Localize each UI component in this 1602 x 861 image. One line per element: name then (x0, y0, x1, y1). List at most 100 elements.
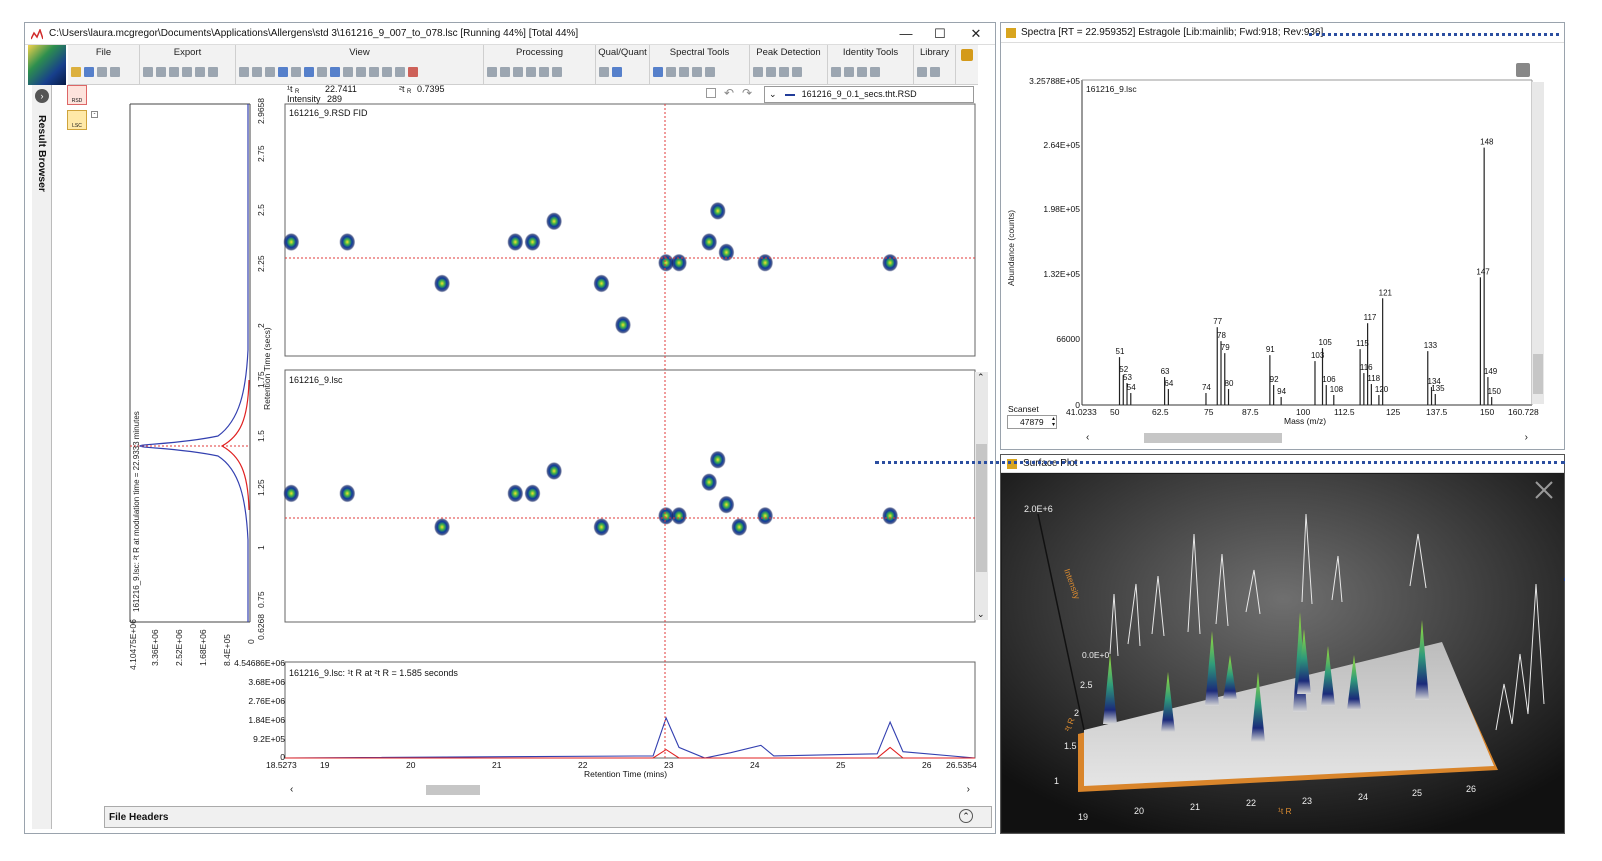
axes-icon[interactable] (291, 67, 301, 77)
maximize-button[interactable]: ☐ (934, 26, 946, 41)
export-icon[interactable] (169, 67, 179, 77)
anchor-icon[interactable] (356, 67, 366, 77)
peak-blob (718, 495, 735, 514)
redo-icon[interactable]: ↷ (742, 86, 753, 100)
expand-icon[interactable]: › (35, 89, 49, 103)
export-icon[interactable] (1516, 63, 1530, 77)
main-hscroll[interactable]: ‹ › (288, 784, 974, 796)
spectrum-hscroll[interactable]: ‹ › (1084, 432, 1532, 444)
spectrum-icon[interactable] (705, 67, 715, 77)
scanset-input[interactable]: 47879 ▴ ▾ (1007, 415, 1057, 429)
ribbon-group-label: Qual/Quant (598, 47, 647, 58)
main-plots[interactable] (100, 100, 1000, 800)
export-icon[interactable] (143, 67, 153, 77)
scroll-right-icon[interactable]: › (966, 784, 970, 795)
peak-icon[interactable] (753, 67, 763, 77)
save-icon[interactable] (84, 67, 94, 77)
spectrum-icon[interactable] (679, 67, 689, 77)
z-zero-label: 0.0E+0 (1082, 650, 1109, 660)
close-button[interactable]: ✕ (970, 26, 982, 41)
peak-label: 79 (1221, 343, 1230, 352)
spectra-window: Spectra [RT = 22.959352] Estragole [Lib:… (1000, 22, 1565, 450)
t1-value: 22.7411 (325, 84, 357, 94)
result-browser-label[interactable]: Result Browser (36, 115, 48, 193)
surface-plot[interactable]: 2.0E+6 0.0E+0 Intensity 2.5 2 1.5 1 ²t R… (1002, 474, 1564, 832)
pointer-icon[interactable] (252, 67, 262, 77)
y-tick: 1.84E+06 (248, 715, 285, 725)
zoom-out-icon[interactable] (343, 67, 353, 77)
pan-icon[interactable] (265, 67, 275, 77)
spectrum-icon[interactable] (653, 67, 663, 77)
colors-icon[interactable] (408, 67, 418, 77)
process-icon[interactable] (539, 67, 549, 77)
peak-label: 150 (1488, 387, 1502, 396)
export-icon[interactable] (182, 67, 192, 77)
process-icon[interactable] (552, 67, 562, 77)
library-icon[interactable] (917, 67, 927, 77)
quant-icon[interactable] (599, 67, 609, 77)
scroll-left-icon[interactable]: ‹ (290, 784, 294, 795)
x-tick: 137.5 (1426, 407, 1448, 417)
dataset-select[interactable]: ⌄ 161216_9_0.1_secs.tht.RSD (764, 86, 974, 103)
scroll-thumb[interactable] (976, 444, 987, 572)
contour-icon[interactable] (278, 67, 288, 77)
lock-icon[interactable] (961, 49, 973, 61)
identity-icon[interactable] (844, 67, 854, 77)
spinner-icon[interactable]: ▴ ▾ (1051, 416, 1055, 428)
identity-icon[interactable] (857, 67, 867, 77)
process-icon[interactable] (513, 67, 523, 77)
identity-icon[interactable] (831, 67, 841, 77)
chart-icon[interactable] (330, 67, 340, 77)
minimize-button[interactable]: — (899, 26, 913, 41)
scroll-thumb[interactable] (1144, 433, 1282, 443)
peak-blob (757, 253, 774, 272)
tools-icon[interactable] (97, 67, 107, 77)
peak-icon[interactable] (766, 67, 776, 77)
peak-blob (524, 484, 541, 503)
scroll-left-icon[interactable]: ‹ (1086, 432, 1090, 443)
spectrum-vscroll[interactable] (1532, 82, 1544, 404)
collapse-icon[interactable]: - (91, 111, 98, 118)
table-icon[interactable] (382, 67, 392, 77)
process-icon[interactable] (500, 67, 510, 77)
link-icon[interactable] (395, 67, 405, 77)
new-icon[interactable] (110, 67, 120, 77)
open-icon[interactable] (71, 67, 81, 77)
undo-icon[interactable]: ↶ (724, 86, 735, 100)
rsd-file-button[interactable]: RSD (67, 85, 87, 105)
scroll-thumb[interactable] (1533, 354, 1543, 394)
export-icon[interactable] (156, 67, 166, 77)
grid-icon[interactable] (317, 67, 327, 77)
file-headers-bar[interactable]: File Headers ⌃ (104, 806, 992, 828)
peak-blob (507, 233, 524, 252)
chevron-up-icon[interactable]: ⌃ (959, 809, 973, 823)
surface-icon[interactable] (304, 67, 314, 77)
middle-plot-vscroll[interactable]: ⌃ ⌄ (975, 372, 988, 620)
export-icon[interactable] (195, 67, 205, 77)
library-icon[interactable] (930, 67, 940, 77)
surface-spike (1415, 620, 1429, 700)
spectrum-icon[interactable] (666, 67, 676, 77)
identity-icon[interactable] (870, 67, 880, 77)
move-icon[interactable] (369, 67, 379, 77)
process-icon[interactable] (487, 67, 497, 77)
spectrum-icon[interactable] (692, 67, 702, 77)
scroll-thumb[interactable] (426, 785, 480, 795)
qual-icon[interactable] (612, 67, 622, 77)
lsc-file-button[interactable]: LSC (67, 110, 87, 130)
peak-icon[interactable] (779, 67, 789, 77)
zoom-icon[interactable] (239, 67, 249, 77)
flag-icon[interactable] (706, 88, 716, 98)
ribbon-group-label: Identity Tools (842, 47, 899, 58)
process-icon[interactable] (526, 67, 536, 77)
settings-icon[interactable] (1535, 481, 1553, 499)
y-tick: 2.5 (1080, 680, 1093, 690)
scroll-up-icon[interactable]: ⌃ (977, 372, 985, 382)
export-icon[interactable] (208, 67, 218, 77)
peak-icon[interactable] (792, 67, 802, 77)
scroll-right-icon[interactable]: › (1524, 432, 1528, 443)
scroll-down-icon[interactable]: ⌄ (977, 609, 985, 619)
y-tick: 9.2E+05 (253, 734, 285, 744)
